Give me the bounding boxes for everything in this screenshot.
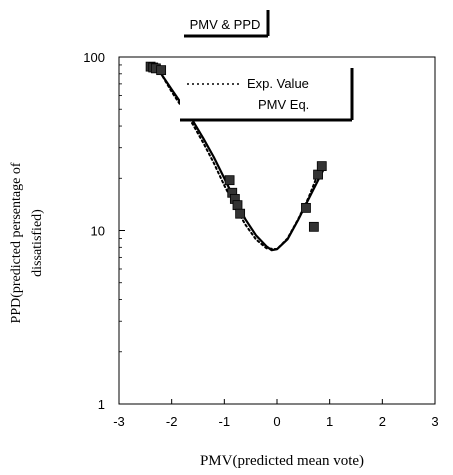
chart-title-box: PMV & PPD	[184, 10, 270, 38]
y-axis-label-line-2: dissatisfied)	[30, 209, 45, 277]
legend-label-pmv-eq: PMV Eq.	[258, 97, 309, 112]
x-tick-label: -3	[113, 414, 125, 429]
data-point-marker	[224, 175, 235, 186]
data-point-marker	[301, 202, 311, 213]
x-tick-label: -1	[219, 414, 231, 429]
x-axis-ticks: -3 -2 -1 0 1 2 3	[113, 399, 439, 429]
x-tick-label: 2	[379, 414, 386, 429]
y-tick-label: 1	[98, 397, 105, 412]
data-point-marker	[156, 65, 167, 76]
x-tick-label: 3	[431, 414, 438, 429]
data-point-marker	[316, 161, 327, 172]
data-point-marker	[232, 200, 243, 211]
y-axis-ticks: 1 10 100	[83, 50, 125, 412]
data-point-marker	[308, 221, 319, 232]
x-tick-label: -2	[166, 414, 178, 429]
marker-layer	[145, 61, 327, 232]
y-tick-label: 10	[91, 224, 105, 239]
y-tick-label: 100	[83, 50, 105, 65]
data-point-marker	[235, 208, 246, 219]
data-point-marker	[313, 169, 323, 180]
legend: Exp. Value PMV Eq.	[180, 68, 354, 122]
x-tick-label: 1	[326, 414, 333, 429]
legend-label-exp-value: Exp. Value	[247, 76, 309, 91]
x-axis-label: PMV(predicted mean vote)	[200, 453, 364, 469]
x-tick-label: 0	[273, 414, 280, 429]
y-axis-label-line-1: PPD(predicted persentage of	[9, 162, 24, 323]
chart-title: PMV & PPD	[190, 17, 261, 32]
